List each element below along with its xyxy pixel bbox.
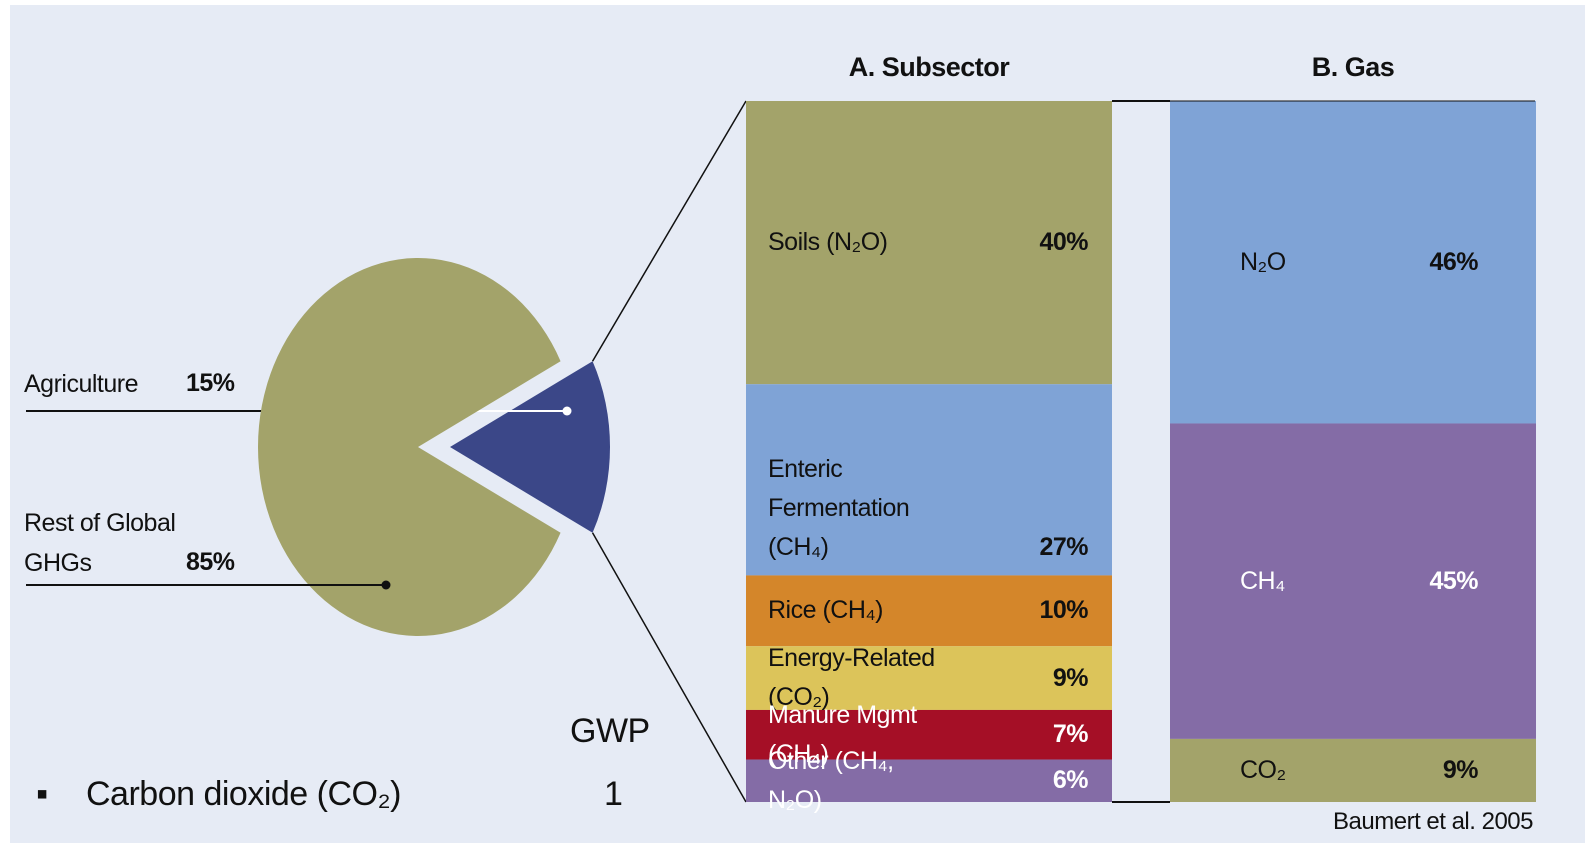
segment-value: 40% bbox=[1039, 228, 1088, 257]
source: Baumert et al. 2005 bbox=[1333, 808, 1533, 835]
bar-segment bbox=[746, 759, 1112, 802]
segment-label: Other (CH₄, N₂O) bbox=[768, 746, 894, 814]
bullet: ▪ bbox=[36, 775, 48, 813]
segment-label: Soils (N₂O) bbox=[768, 228, 888, 257]
bar-title: B. Gas bbox=[1311, 52, 1395, 82]
bar-title: A. Subsector bbox=[848, 52, 1010, 82]
segment-label: CH₄ bbox=[1240, 566, 1285, 595]
connector bbox=[591, 100, 747, 362]
pie-label: Rest of Global GHGs bbox=[24, 509, 176, 577]
bar-segment bbox=[746, 575, 1112, 647]
pie-value: 85% bbox=[186, 548, 235, 576]
bar-segment bbox=[746, 709, 1112, 760]
segment-value: 9% bbox=[1442, 755, 1479, 784]
connector bbox=[591, 532, 747, 803]
segment-label: Energy-Related (CO₂) bbox=[768, 644, 935, 712]
segment-label: CO₂ bbox=[1240, 755, 1286, 784]
bar-segment bbox=[746, 646, 1112, 710]
bar-segment bbox=[1170, 738, 1536, 802]
bar-segment bbox=[746, 101, 1112, 385]
bar-segment bbox=[746, 384, 1112, 576]
leader-dot bbox=[562, 406, 572, 416]
segment-value: 45% bbox=[1429, 566, 1478, 595]
pie-value: 15% bbox=[186, 369, 235, 397]
gwp-value: 1 bbox=[604, 775, 623, 813]
leader-dot bbox=[381, 580, 391, 590]
pie-label: Agriculture bbox=[24, 370, 139, 398]
segment-label: Enteric Fermentation (CH₄) bbox=[768, 455, 910, 562]
segment-value: 46% bbox=[1429, 247, 1478, 276]
segment-value: 6% bbox=[1052, 766, 1089, 795]
segment-label: Rice (CH₄) bbox=[768, 596, 883, 625]
segment-label: N₂O bbox=[1240, 247, 1286, 276]
bar-segment bbox=[1170, 101, 1536, 424]
segment-label: Manure Mgmt (CH₄) bbox=[768, 700, 917, 768]
pie-slice bbox=[450, 361, 610, 533]
pie-slice bbox=[257, 258, 561, 636]
gwp-header: GWP bbox=[570, 712, 650, 750]
segment-value: 7% bbox=[1052, 720, 1089, 749]
segment-value: 10% bbox=[1039, 596, 1088, 625]
segment-value: 9% bbox=[1052, 663, 1089, 692]
footnote-item: Carbon dioxide (CO₂) bbox=[86, 775, 402, 813]
segment-value: 27% bbox=[1039, 533, 1088, 562]
bar-segment bbox=[1170, 423, 1536, 739]
